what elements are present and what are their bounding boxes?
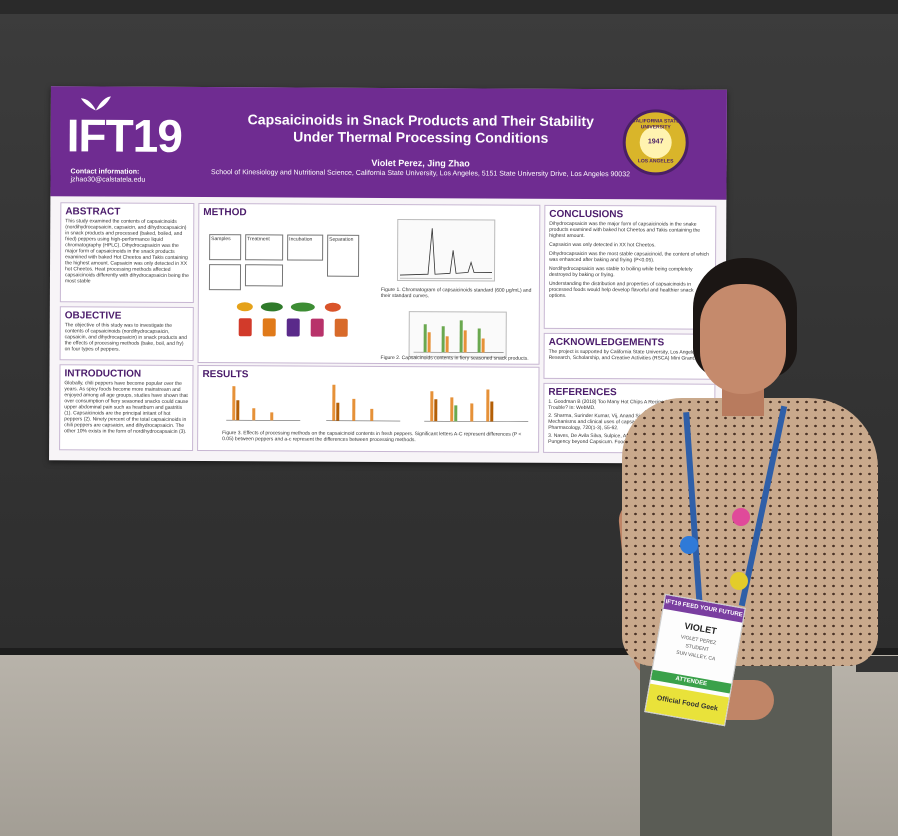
seal-year: 1947: [647, 138, 664, 146]
conclusion-bullet: Nordihydrocapsaicin was stable to boilin…: [548, 265, 693, 279]
flow-label-treatment: Treatment: [247, 236, 270, 243]
abstract-section: ABSTRACT This study examined the content…: [59, 202, 195, 303]
poster-title: Capsaicinoids in Snack Products and Thei…: [247, 111, 594, 146]
introduction-text: Globally, chili peppers have become popu…: [64, 380, 189, 435]
abstract-text: This study examined the contents of caps…: [64, 218, 189, 285]
poster-header: IFT19 Contact information: jzhao30@calst…: [50, 86, 727, 200]
figure3-caption: Figure 3. Effects of processing methods …: [222, 430, 522, 444]
seal-bottom-text: LOS ANGELES: [637, 158, 674, 165]
results-chart-1: [226, 386, 301, 421]
conclusion-bullet: Capsaicin was only detected in XX hot Ch…: [549, 241, 656, 249]
flow-box-separation: Separation: [326, 234, 360, 277]
conclusion-bullet: Dihydrocapsaicin was the most stable cap…: [549, 250, 709, 264]
ift-logo: IFT19: [66, 109, 183, 162]
snack-bag: [238, 318, 252, 337]
introduction-heading: INTRODUCTION: [64, 368, 142, 380]
pink-pin-icon: [732, 508, 750, 526]
snack-capsaicinoid-chart: [408, 311, 507, 358]
figure1-caption: Figure 1. Chromatogram of capsaicinoids …: [380, 286, 532, 300]
contact-info: Contact information: jzhao30@calstatela.…: [70, 168, 145, 184]
flow-label-samples: Samples: [211, 236, 231, 243]
snack-bag: [262, 318, 276, 337]
seal-text: CALIFORNIA STATE UNIVERSITY: [631, 118, 680, 131]
flow-box-samples: Samples: [209, 234, 242, 261]
objective-heading: OBJECTIVE: [64, 310, 122, 322]
results-section: RESULTS Figure 3. Effects of processing …: [197, 365, 540, 453]
pepper-photo: [236, 302, 253, 312]
table-edge: [0, 648, 898, 658]
flow-box-grind: [244, 264, 284, 287]
research-poster: IFT19 Contact information: jzhao30@calst…: [49, 86, 727, 464]
snack-bag: [310, 318, 324, 337]
snack-bag: [286, 318, 300, 337]
pepper-photo: [324, 302, 341, 312]
acknowledgements-text: The project is supported by California S…: [548, 348, 698, 362]
crate: [856, 656, 898, 672]
results-chart-3: [424, 389, 529, 423]
flow-label-separation: Separation: [329, 236, 354, 243]
acknowledgements-heading: ACKNOWLEDGEMENTS: [548, 336, 665, 349]
leaf-icon: [80, 96, 111, 111]
wall-top-edge: [0, 0, 898, 14]
acknowledgements-section: ACKNOWLEDGEMENTS The project is supporte…: [543, 332, 716, 380]
conclusion-bullet: Dihydrocapsaicin was the major form of c…: [549, 220, 701, 240]
blue-pin-icon: [680, 536, 698, 554]
pepper-photo: [260, 302, 283, 312]
flow-label-incubation: Incubation: [289, 236, 313, 243]
flow-box-incubation: Incubation: [287, 234, 324, 261]
snack-bag: [334, 318, 348, 337]
figure2-caption: Figure 2. Capsaicinoids contents in fier…: [380, 354, 529, 362]
flow-box-treatment: Treatment: [245, 234, 284, 261]
introduction-section: INTRODUCTION Globally, chili peppers hav…: [59, 364, 194, 451]
objective-section: OBJECTIVE The objective of this study wa…: [59, 306, 194, 361]
conclusions-section: CONCLUSIONS Dihydrocapsaicin was the maj…: [543, 204, 717, 330]
yellow-pin-icon: [730, 572, 748, 590]
results-chart-2: [326, 384, 401, 422]
face: [700, 284, 786, 394]
university-seal: CALIFORNIA STATE UNIVERSITY 1947 LOS ANG…: [622, 109, 689, 176]
conclusion-bullet: Understanding the distribution and prope…: [548, 280, 694, 299]
poster-affiliation: School of Kinesiology and Nutritional Sc…: [211, 169, 631, 179]
abstract-heading: ABSTRACT: [65, 206, 121, 218]
contact-email: jzhao30@calstatela.edu: [70, 176, 146, 184]
flow-box-peppers: [208, 264, 242, 291]
poster-authors: Violet Perez, Jing Zhao: [371, 157, 470, 169]
method-heading: METHOD: [203, 207, 247, 219]
objective-text: The objective of this study was to inves…: [64, 322, 187, 353]
chromatogram-figure: [396, 219, 496, 282]
conclusions-heading: CONCLUSIONS: [549, 208, 624, 221]
method-section: METHOD Samples Treatment Incubation Sepa…: [197, 203, 541, 365]
pepper-photo: [290, 302, 315, 312]
